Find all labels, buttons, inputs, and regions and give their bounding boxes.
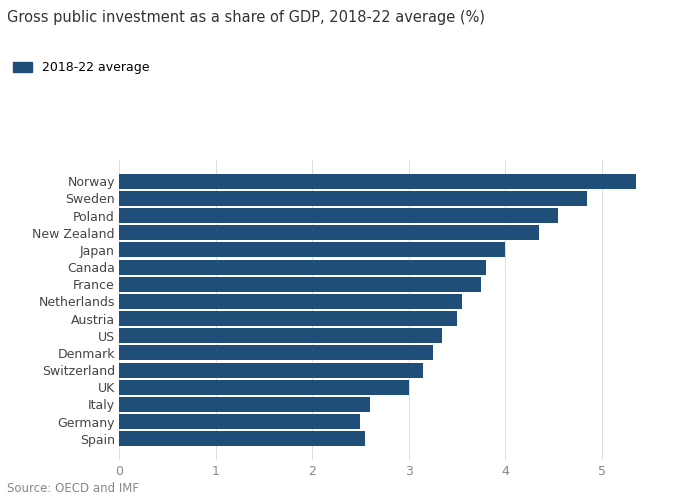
Bar <box>119 242 505 258</box>
Bar <box>119 294 462 309</box>
Bar <box>119 328 442 344</box>
Legend: 2018-22 average: 2018-22 average <box>13 61 150 74</box>
Bar <box>119 311 457 326</box>
Bar <box>119 276 481 292</box>
Bar <box>119 191 587 206</box>
Text: Source: OECD and IMF: Source: OECD and IMF <box>7 482 139 495</box>
Bar <box>119 362 423 378</box>
Bar <box>119 414 360 429</box>
Bar <box>119 174 636 188</box>
Bar <box>119 225 539 240</box>
Bar <box>119 432 365 446</box>
Bar <box>119 397 370 412</box>
Bar <box>119 260 486 274</box>
Text: Gross public investment as a share of GDP, 2018-22 average (%): Gross public investment as a share of GD… <box>7 10 485 25</box>
Bar <box>119 208 559 223</box>
Bar <box>119 380 409 395</box>
Bar <box>119 346 433 360</box>
